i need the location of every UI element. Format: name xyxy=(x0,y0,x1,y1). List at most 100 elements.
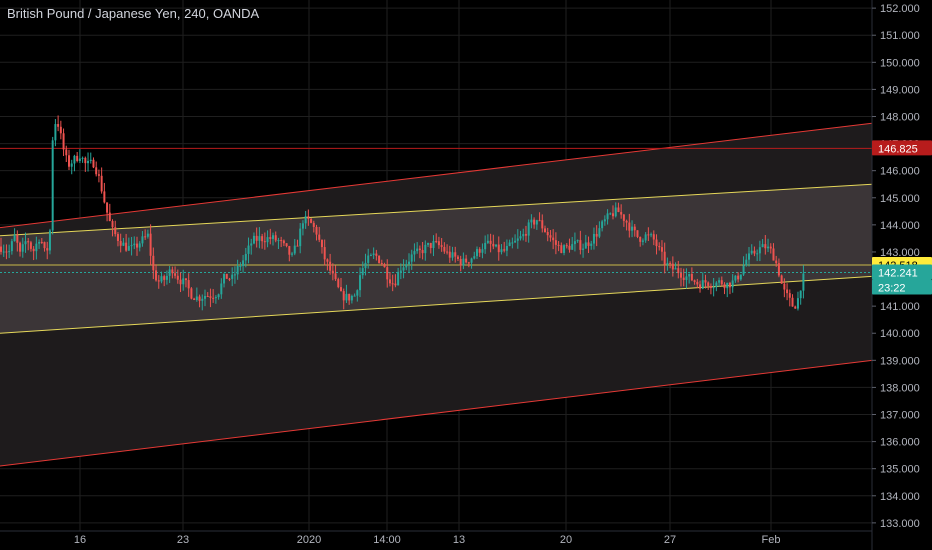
candle-body xyxy=(508,242,511,246)
candle-body xyxy=(505,245,508,251)
candle-body xyxy=(174,273,177,276)
candle-body xyxy=(89,159,92,161)
candle-body xyxy=(388,279,391,284)
candle-body xyxy=(2,251,5,253)
candle-body xyxy=(187,280,190,289)
candle-body xyxy=(769,246,772,249)
candle-body xyxy=(742,265,745,275)
candle-body xyxy=(184,278,187,281)
candle-body xyxy=(794,306,797,309)
candle-body xyxy=(326,259,329,262)
candle-body xyxy=(301,223,304,229)
candle-body xyxy=(584,242,587,249)
candle-body xyxy=(514,240,517,243)
candle-body xyxy=(24,241,27,245)
candle-body xyxy=(378,255,381,263)
candle-body xyxy=(802,273,805,291)
candle-body xyxy=(693,280,696,282)
candle-body xyxy=(48,230,51,251)
candle-body xyxy=(16,234,19,243)
candle-body xyxy=(571,244,574,250)
candle-body xyxy=(720,280,723,285)
candle-body xyxy=(554,240,557,245)
candle-body xyxy=(590,243,593,246)
candle-body xyxy=(636,230,639,237)
candle-body xyxy=(410,254,413,262)
candle-body xyxy=(519,236,522,239)
candle-body xyxy=(119,240,122,246)
candle-body xyxy=(155,270,158,281)
candle-body xyxy=(704,280,707,283)
candle-body xyxy=(190,288,193,299)
candle-body xyxy=(51,140,54,231)
candle-body xyxy=(647,234,650,236)
candle-body xyxy=(225,273,228,279)
outer-channel-upper-line xyxy=(0,122,873,229)
candle-body xyxy=(65,149,68,156)
candle-body xyxy=(43,242,46,249)
candle-body xyxy=(97,174,100,176)
candle-body xyxy=(38,242,41,244)
price-label-text: 142.241 xyxy=(878,268,918,280)
candle-body xyxy=(658,246,661,248)
candle-body xyxy=(715,282,718,288)
candle-body xyxy=(669,262,672,264)
candle-body xyxy=(285,243,288,247)
chart-title: British Pound / Japanese Yen, 240, OANDA xyxy=(7,6,260,21)
candle-body xyxy=(206,296,209,298)
candle-body xyxy=(201,298,204,301)
candle-body xyxy=(652,234,655,240)
candle-body xyxy=(345,293,348,301)
candle-body xyxy=(272,235,274,239)
price-label-box xyxy=(872,279,932,295)
candle-body xyxy=(448,251,451,258)
candle-body xyxy=(282,240,285,244)
candle-body xyxy=(372,253,375,255)
candle-body xyxy=(176,275,179,280)
candle-body xyxy=(437,241,440,246)
candle-body xyxy=(307,216,310,219)
candle-body xyxy=(146,233,149,237)
candle-body xyxy=(563,245,566,253)
candle-body xyxy=(622,214,625,221)
candle-body xyxy=(130,245,133,247)
candle-body xyxy=(459,258,462,266)
price-tick-label: 152.000 xyxy=(880,3,920,15)
candle-body xyxy=(171,269,174,274)
time-tick-label: 14:00 xyxy=(373,534,401,546)
candle-body xyxy=(677,268,680,274)
candle-body xyxy=(5,251,8,253)
candle-body xyxy=(788,293,791,298)
candle-body xyxy=(489,240,492,244)
candle-body xyxy=(95,167,98,175)
candle-body xyxy=(495,244,498,247)
candle-body xyxy=(592,233,595,244)
candle-body xyxy=(70,163,73,167)
candle-body xyxy=(728,282,731,288)
candle-body xyxy=(606,213,609,220)
candle-body xyxy=(617,207,620,213)
candle-body xyxy=(168,269,171,276)
candle-body xyxy=(35,243,38,252)
time-axis[interactable]: 16 23 2020 14:00 13 20 27 Feb xyxy=(0,530,872,546)
candle-body xyxy=(386,267,389,280)
candle-body xyxy=(753,250,756,254)
candle-body xyxy=(244,253,247,261)
candle-body xyxy=(342,291,345,301)
candle-body xyxy=(737,275,740,280)
candle-body xyxy=(228,278,231,280)
candle-body xyxy=(690,273,693,281)
candle-body xyxy=(772,248,775,261)
candle-body xyxy=(100,175,103,192)
candle-body xyxy=(247,245,250,254)
candle-body xyxy=(775,260,778,264)
candle-body xyxy=(609,213,612,215)
candle-body xyxy=(446,251,449,253)
candle-body xyxy=(54,124,57,141)
candle-body xyxy=(182,278,185,285)
candle-body xyxy=(484,242,487,250)
candle-body xyxy=(291,253,294,255)
time-tick-label: 2020 xyxy=(297,534,321,546)
candle-body xyxy=(682,277,685,280)
